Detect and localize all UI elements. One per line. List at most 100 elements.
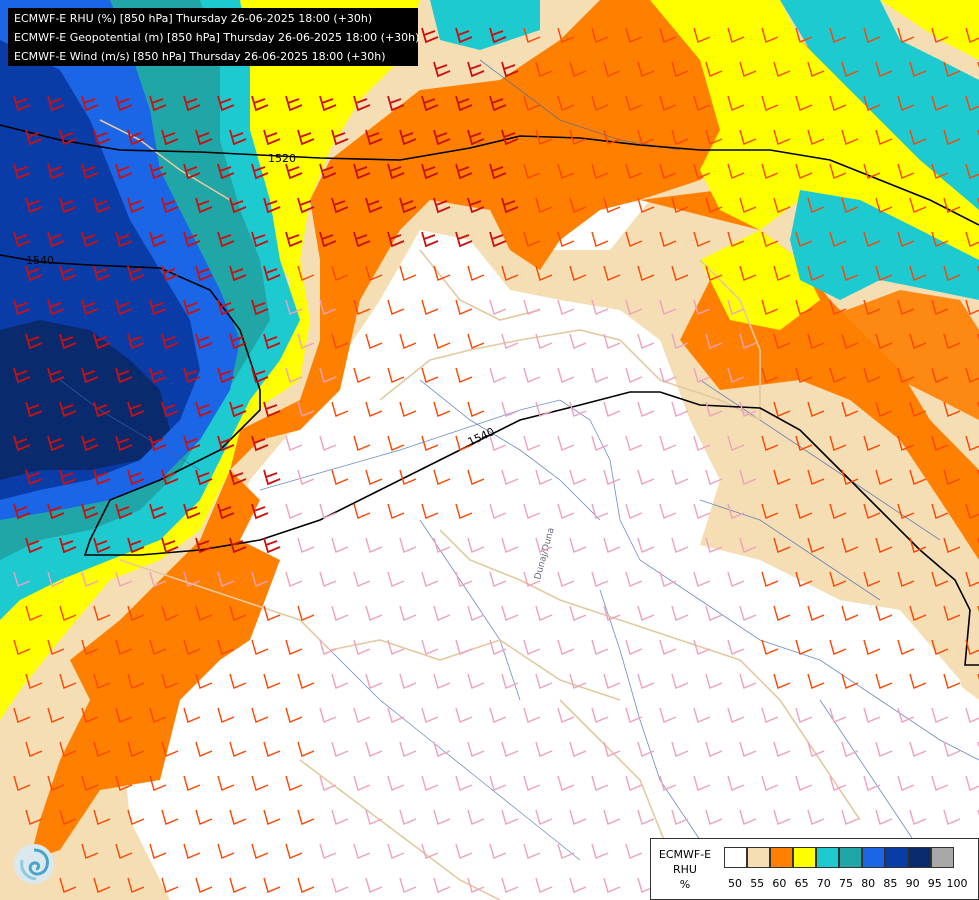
wind-barb bbox=[319, 571, 337, 587]
legend-title-model: ECMWF-E bbox=[658, 848, 712, 861]
wind-barb bbox=[591, 163, 609, 179]
wind-barb bbox=[47, 571, 65, 587]
wind-barb bbox=[931, 571, 949, 587]
wind-barb bbox=[455, 231, 473, 248]
wind-barb bbox=[841, 537, 859, 553]
wind-barb bbox=[399, 129, 417, 146]
wind-barb bbox=[59, 129, 77, 146]
wind-barb bbox=[467, 401, 485, 417]
legend-tick-label: 55 bbox=[750, 877, 765, 890]
wind-barb bbox=[795, 163, 813, 179]
wind-barb bbox=[773, 673, 791, 689]
wind-barb bbox=[603, 605, 621, 621]
wind-barb bbox=[931, 775, 949, 791]
wind-barb bbox=[671, 741, 689, 757]
wind-barb bbox=[727, 503, 745, 519]
legend-swatch bbox=[793, 847, 816, 868]
wind-barb bbox=[47, 503, 65, 520]
wind-barb bbox=[331, 469, 349, 485]
wind-barb bbox=[455, 843, 473, 859]
wind-barb bbox=[705, 537, 723, 553]
wind-barb bbox=[705, 265, 723, 281]
wind-barb bbox=[807, 61, 825, 77]
legend-swatch bbox=[862, 847, 885, 868]
wind-barb bbox=[183, 503, 201, 520]
wind-barb bbox=[365, 741, 383, 757]
wind-barb bbox=[659, 367, 677, 383]
wind-barb bbox=[875, 469, 893, 485]
wind-barb bbox=[331, 129, 349, 146]
wind-barb bbox=[319, 163, 337, 180]
legend-tick-label: 100 bbox=[946, 877, 968, 890]
wind-barb bbox=[625, 843, 643, 859]
wind-barb bbox=[965, 231, 979, 247]
wind-barb bbox=[909, 265, 927, 281]
wind-barb bbox=[93, 537, 111, 554]
wind-barb bbox=[841, 673, 859, 689]
wind-barb bbox=[399, 673, 417, 689]
wind-barb bbox=[467, 741, 485, 757]
wind-barb bbox=[149, 231, 167, 248]
wind-barb bbox=[829, 95, 847, 111]
wind-barb bbox=[47, 95, 65, 112]
wind-barb bbox=[909, 809, 927, 825]
wind-barb bbox=[183, 707, 201, 723]
wind-barb bbox=[25, 333, 43, 350]
wind-barb bbox=[13, 163, 31, 180]
wind-barb bbox=[331, 741, 349, 757]
wind-barb bbox=[455, 435, 473, 451]
wind-barb bbox=[297, 741, 315, 757]
wind-barb bbox=[93, 877, 111, 893]
wind-barb bbox=[433, 401, 451, 417]
wind-barb bbox=[251, 775, 269, 791]
wind-barb bbox=[183, 775, 201, 791]
wind-barb bbox=[467, 537, 485, 553]
wind-barb bbox=[331, 265, 349, 281]
wind-barb bbox=[705, 197, 723, 213]
wind-barb bbox=[625, 231, 643, 247]
wind-barb bbox=[365, 605, 383, 621]
wind-barb bbox=[637, 333, 655, 349]
wind-barb bbox=[115, 231, 133, 248]
wind-barb bbox=[433, 741, 451, 757]
wind-barb bbox=[523, 843, 541, 859]
wind-barb bbox=[965, 775, 979, 791]
legend-swatch bbox=[885, 847, 908, 868]
wind-barb bbox=[693, 503, 711, 519]
wind-barb bbox=[399, 877, 417, 893]
wind-barb bbox=[727, 435, 745, 451]
wind-barb bbox=[965, 707, 979, 723]
wind-barb bbox=[693, 95, 711, 111]
wind-barb bbox=[25, 673, 43, 689]
wind-barb bbox=[331, 197, 349, 214]
wind-barb bbox=[841, 741, 859, 757]
legend-swatch bbox=[770, 847, 793, 868]
wind-barb bbox=[965, 571, 979, 587]
wind-barb bbox=[149, 503, 167, 520]
wind-barb bbox=[807, 265, 825, 281]
wind-barb bbox=[115, 571, 133, 587]
wind-barb bbox=[693, 435, 711, 451]
wind-barb bbox=[13, 707, 31, 723]
wind-barb bbox=[93, 673, 111, 689]
wind-barb bbox=[931, 299, 949, 315]
wind-barb bbox=[625, 435, 643, 451]
wind-barb bbox=[455, 299, 473, 315]
wind-barb bbox=[761, 775, 779, 791]
wind-barb bbox=[93, 809, 111, 825]
wind-barb bbox=[263, 605, 281, 621]
wind-barb bbox=[399, 469, 417, 485]
wind-barb bbox=[263, 401, 281, 418]
wind-barb bbox=[387, 639, 405, 655]
wind-barb bbox=[931, 639, 949, 655]
wind-barb bbox=[365, 877, 383, 893]
wind-barb bbox=[943, 673, 961, 689]
wind-barb bbox=[251, 435, 269, 452]
wind-barb bbox=[841, 265, 859, 281]
wind-barb bbox=[331, 333, 349, 349]
wind-barb bbox=[637, 265, 655, 281]
wind-barb bbox=[81, 503, 99, 520]
wind-barb bbox=[795, 95, 813, 111]
wind-barb bbox=[727, 231, 745, 247]
wind-barb bbox=[455, 707, 473, 723]
